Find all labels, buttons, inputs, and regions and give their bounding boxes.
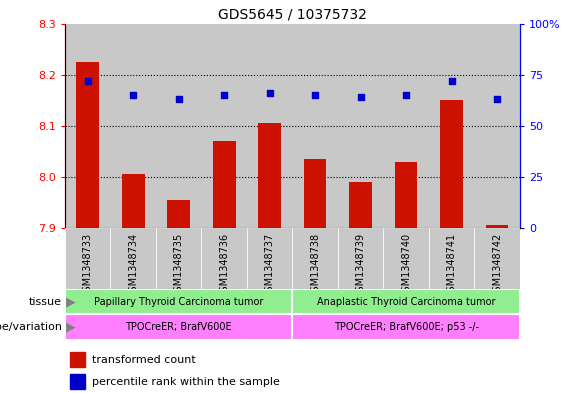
Text: Anaplastic Thyroid Carcinoma tumor: Anaplastic Thyroid Carcinoma tumor xyxy=(317,297,496,307)
Bar xyxy=(76,62,99,228)
Bar xyxy=(440,100,463,228)
Text: GSM1348742: GSM1348742 xyxy=(492,233,502,298)
Text: GSM1348734: GSM1348734 xyxy=(128,233,138,298)
Text: GSM1348737: GSM1348737 xyxy=(264,233,275,298)
Text: ▶: ▶ xyxy=(62,295,76,308)
Text: transformed count: transformed count xyxy=(92,355,196,365)
Text: GSM1348733: GSM1348733 xyxy=(82,233,93,298)
Text: genotype/variation: genotype/variation xyxy=(0,322,62,332)
Text: TPOCreER; BrafV600E; p53 -/-: TPOCreER; BrafV600E; p53 -/- xyxy=(333,322,479,332)
Point xyxy=(265,90,274,96)
Bar xyxy=(475,228,520,289)
Text: ▶: ▶ xyxy=(62,321,76,334)
Bar xyxy=(122,174,145,228)
Point xyxy=(129,92,138,98)
Bar xyxy=(293,314,520,340)
Point xyxy=(356,94,365,100)
Point xyxy=(83,78,92,84)
Bar xyxy=(293,24,338,228)
Bar xyxy=(384,228,429,289)
Bar xyxy=(247,24,293,228)
Bar xyxy=(384,24,429,228)
Bar xyxy=(475,24,520,228)
Point xyxy=(311,92,320,98)
Point xyxy=(220,92,229,98)
Bar xyxy=(247,228,293,289)
Bar xyxy=(65,314,293,340)
Bar xyxy=(338,24,384,228)
Bar xyxy=(429,228,475,289)
Text: GSM1348735: GSM1348735 xyxy=(173,233,184,298)
Bar xyxy=(69,352,85,367)
Point xyxy=(447,78,456,84)
Text: Papillary Thyroid Carcinoma tumor: Papillary Thyroid Carcinoma tumor xyxy=(94,297,263,307)
Text: GSM1348739: GSM1348739 xyxy=(355,233,366,298)
Bar xyxy=(65,228,111,289)
Bar xyxy=(111,228,156,289)
Bar xyxy=(293,289,520,314)
Text: GSM1348738: GSM1348738 xyxy=(310,233,320,298)
Bar xyxy=(304,159,327,228)
Bar xyxy=(156,24,202,228)
Bar xyxy=(65,24,111,228)
Bar xyxy=(258,123,281,228)
Bar xyxy=(213,141,236,228)
Bar xyxy=(486,225,508,228)
Bar xyxy=(429,24,475,228)
Text: GSM1348740: GSM1348740 xyxy=(401,233,411,298)
Bar xyxy=(167,200,190,228)
Text: GSM1348741: GSM1348741 xyxy=(446,233,457,298)
Bar xyxy=(65,289,293,314)
Bar xyxy=(202,228,247,289)
Point xyxy=(174,96,183,102)
Bar xyxy=(395,162,418,228)
Text: GSM1348736: GSM1348736 xyxy=(219,233,229,298)
Bar xyxy=(202,24,247,228)
Bar xyxy=(156,228,202,289)
Bar xyxy=(111,24,156,228)
Point xyxy=(493,96,502,102)
Bar xyxy=(293,228,338,289)
Point xyxy=(402,92,411,98)
Text: TPOCreER; BrafV600E: TPOCreER; BrafV600E xyxy=(125,322,232,332)
Bar xyxy=(69,374,85,389)
Text: tissue: tissue xyxy=(29,297,62,307)
Bar xyxy=(349,182,372,228)
Text: percentile rank within the sample: percentile rank within the sample xyxy=(92,376,280,387)
Title: GDS5645 / 10375732: GDS5645 / 10375732 xyxy=(218,7,367,21)
Bar xyxy=(338,228,384,289)
